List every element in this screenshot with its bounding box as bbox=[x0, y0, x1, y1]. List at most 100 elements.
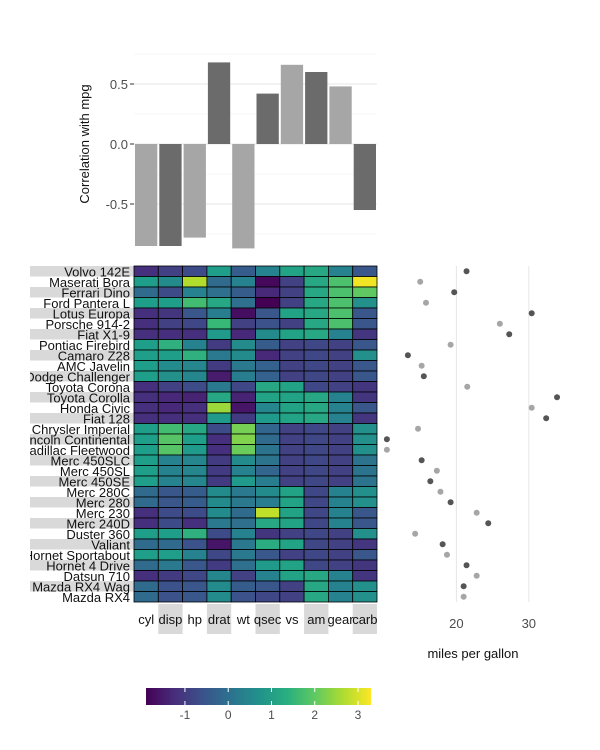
heat-cell bbox=[303, 402, 329, 414]
heat-cell bbox=[206, 391, 232, 403]
heat-cell bbox=[327, 444, 354, 456]
dot-point bbox=[422, 299, 429, 306]
heat-cell bbox=[303, 528, 329, 540]
heat-cell bbox=[182, 538, 208, 550]
row-label: Merc 240D bbox=[66, 516, 130, 531]
row-band bbox=[30, 581, 134, 592]
heat-cell bbox=[303, 276, 329, 288]
heat-cell bbox=[279, 444, 305, 456]
row-label: Lincoln Continental bbox=[19, 432, 130, 447]
heat-cell bbox=[255, 349, 281, 361]
heat-cell bbox=[206, 475, 232, 487]
heat-cell bbox=[303, 580, 329, 592]
heat-cell bbox=[230, 570, 256, 582]
dot-x-tick-label: 30 bbox=[522, 616, 536, 631]
heat-cell bbox=[279, 433, 305, 445]
heat-cell bbox=[230, 391, 256, 403]
heat-cell bbox=[157, 570, 184, 582]
heat-cell bbox=[206, 297, 232, 309]
heat-cell bbox=[303, 381, 329, 393]
dot-point bbox=[433, 467, 440, 474]
row-band bbox=[30, 392, 134, 403]
heat-cell bbox=[279, 454, 305, 466]
heat-cell bbox=[157, 423, 184, 435]
heat-cell bbox=[133, 318, 159, 330]
colorbar-tick-label: 2 bbox=[311, 708, 318, 722]
dot-point bbox=[439, 541, 446, 548]
heat-cell bbox=[279, 517, 305, 529]
heat-cell bbox=[182, 475, 208, 487]
heat-cell bbox=[327, 402, 354, 414]
row-label: Merc 450SE bbox=[58, 474, 130, 489]
heat-cell bbox=[327, 360, 354, 372]
heat-cell bbox=[230, 412, 256, 424]
heat-cell bbox=[230, 381, 256, 393]
heat-cell bbox=[255, 486, 281, 498]
heat-cell bbox=[303, 507, 329, 519]
row-label: Ford Pantera L bbox=[43, 296, 130, 311]
heat-cell bbox=[133, 538, 159, 550]
heat-cell bbox=[230, 549, 256, 561]
heat-cell bbox=[352, 423, 378, 435]
heat-cell bbox=[157, 591, 184, 603]
colorbar-tick-label: 1 bbox=[268, 708, 275, 722]
bar-y-axis-label: Correlation with mpg bbox=[77, 84, 92, 203]
heat-cell bbox=[133, 465, 159, 477]
heat-cell bbox=[182, 559, 208, 571]
heat-cell bbox=[230, 349, 256, 361]
heat-cell bbox=[303, 318, 329, 330]
heat-cell bbox=[133, 549, 159, 561]
heat-cell bbox=[255, 580, 281, 592]
heat-cell bbox=[352, 412, 378, 424]
row-label: Honda Civic bbox=[60, 401, 131, 416]
heat-cell bbox=[133, 265, 159, 277]
heat-cell bbox=[182, 276, 208, 288]
dot-point bbox=[437, 488, 444, 495]
heat-cell bbox=[327, 318, 354, 330]
heat-cell bbox=[182, 286, 208, 298]
dot-point bbox=[473, 509, 480, 516]
heat-cell bbox=[352, 570, 378, 582]
heat-cell bbox=[230, 580, 256, 592]
heat-cell bbox=[133, 475, 159, 487]
heat-cell bbox=[157, 402, 184, 414]
row-band bbox=[30, 413, 134, 424]
heat-cell bbox=[157, 549, 184, 561]
heat-cell bbox=[133, 570, 159, 582]
heat-cell bbox=[182, 307, 208, 319]
heat-cell bbox=[327, 496, 354, 508]
heat-cell bbox=[327, 454, 354, 466]
heat-cell bbox=[327, 507, 354, 519]
heat-cell bbox=[303, 486, 329, 498]
heat-cell bbox=[327, 370, 354, 382]
heat-cell bbox=[255, 286, 281, 298]
row-band bbox=[30, 329, 134, 340]
heat-cell bbox=[327, 307, 354, 319]
row-label: Dodge Challenger bbox=[25, 369, 130, 384]
heat-cell bbox=[279, 580, 305, 592]
heat-cell bbox=[182, 423, 208, 435]
heat-cell bbox=[206, 370, 232, 382]
row-label: Porsche 914-2 bbox=[45, 317, 130, 332]
heat-cell bbox=[279, 486, 305, 498]
heat-cell bbox=[255, 276, 281, 288]
heat-cell bbox=[327, 328, 354, 340]
col-label: vs bbox=[285, 612, 299, 627]
heat-cell bbox=[255, 307, 281, 319]
heat-cell bbox=[157, 559, 184, 571]
heat-cell bbox=[352, 465, 378, 477]
dot-x-axis-label: miles per gallon bbox=[427, 646, 518, 661]
col-label: cyl bbox=[138, 612, 154, 627]
heat-cell bbox=[182, 454, 208, 466]
heat-cell bbox=[352, 307, 378, 319]
heat-cell bbox=[133, 339, 159, 351]
heat-cell bbox=[327, 381, 354, 393]
row-band bbox=[30, 371, 134, 382]
heat-cell bbox=[157, 444, 184, 456]
dot-point bbox=[528, 310, 535, 317]
heat-cell bbox=[133, 444, 159, 456]
row-label: Merc 450SLC bbox=[51, 453, 130, 468]
heat-cell bbox=[255, 496, 281, 508]
heat-cell bbox=[279, 349, 305, 361]
heat-cell bbox=[182, 580, 208, 592]
